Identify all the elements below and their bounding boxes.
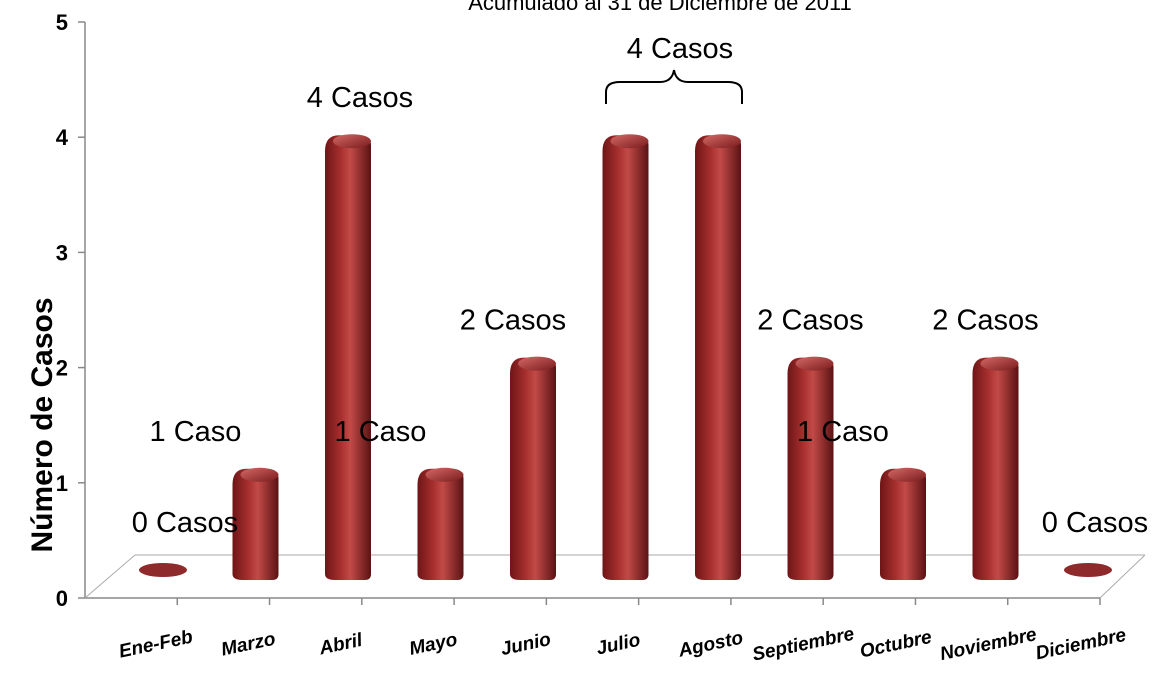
bar-cap (518, 356, 556, 371)
x-tick-label: Octubre (858, 627, 934, 663)
bar-cap (425, 467, 464, 482)
data-label: 0 Casos (132, 507, 238, 539)
x-tick-label: Mayo (407, 629, 459, 660)
group-data-label: 4 Casos (627, 33, 733, 65)
bar-body (417, 468, 464, 580)
bar-cap (703, 134, 741, 149)
x-tick-label: Agosto (676, 628, 745, 662)
bar (325, 134, 371, 580)
bar (510, 356, 556, 580)
bar-base-zero (139, 563, 187, 577)
y-tick-label: 3 (56, 240, 68, 265)
bar-cap (610, 134, 649, 149)
y-tick-label: 2 (56, 356, 68, 381)
y-tick-label: 4 (56, 125, 69, 150)
data-label: 2 Casos (757, 305, 863, 337)
bar (787, 356, 834, 580)
bar-body (232, 468, 279, 580)
x-tick-label: Marzo (219, 629, 277, 661)
x-tick-label: Ene-Feb (117, 626, 195, 662)
chart-subtitle: Acumulado al 31 de Diciembre de 2011 (468, 0, 852, 15)
y-tick-label: 5 (56, 10, 68, 35)
bars (139, 134, 1112, 580)
bar-cap (980, 356, 1019, 371)
bar (602, 134, 649, 580)
data-label: 1 Caso (335, 416, 427, 448)
data-label: 0 Casos (1042, 507, 1148, 539)
bar-body (972, 357, 1019, 580)
data-label: 2 Casos (932, 305, 1038, 337)
bar-body (602, 135, 649, 580)
bar-body (880, 468, 926, 580)
data-label: 4 Casos (307, 82, 413, 114)
bar-cap (888, 467, 926, 482)
bar (1064, 563, 1112, 577)
bar-body (510, 357, 556, 580)
bar-cap (795, 356, 834, 371)
bar-cap (333, 134, 371, 149)
bar-cap (240, 467, 279, 482)
bar (972, 356, 1019, 580)
y-tick-label: 1 (56, 471, 68, 496)
bar-body (325, 135, 371, 580)
data-labels: 0 Casos 1 Caso 4 Casos 1 Caso 2 Casos 2 Casos… (132, 82, 1148, 539)
x-ticks: Ene-Feb Marzo Abril Mayo Junio Julio Agosto Sep… (117, 598, 1128, 666)
group-bracket (605, 69, 743, 104)
x-tick-label: Junio (499, 629, 553, 660)
x-tick-label: Diciembre (1034, 625, 1129, 665)
bar-body (695, 135, 741, 580)
floor-left-edge (84, 554, 136, 599)
bar-body (787, 357, 834, 580)
x-tick-label: Abril (317, 630, 365, 660)
y-tick-label: 0 (56, 586, 68, 611)
data-label: 2 Casos (460, 305, 566, 337)
bar (232, 467, 279, 580)
floor-right-edge (1099, 554, 1146, 599)
x-tick-label: Septiembre (751, 624, 857, 666)
bar (139, 563, 187, 577)
bar (880, 467, 926, 580)
x-tick-label: Julio (594, 630, 642, 660)
y-axis-label: Número de Casos (26, 297, 59, 552)
bar (695, 134, 741, 580)
y-ticks: 0 1 2 3 4 5 (56, 10, 85, 611)
bar-base-zero (1064, 563, 1112, 577)
bar (417, 467, 464, 580)
x-tick-label: Noviembre (938, 624, 1039, 665)
data-label: 1 Caso (150, 416, 242, 448)
data-label: 1 Caso (797, 416, 889, 448)
